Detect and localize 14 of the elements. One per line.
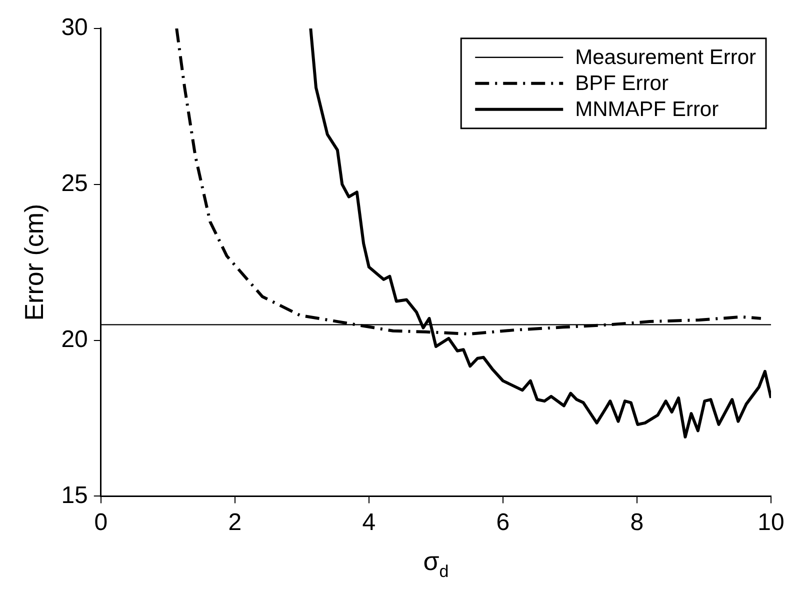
legend-label: MNMAPF Error [575,98,719,122]
legend-label: Measurement Error [575,46,756,70]
y-tick-label: 25 [61,170,88,197]
y-tick-label: 20 [61,326,88,353]
x-tick-label: 2 [228,509,242,536]
y-tick-label: 30 [61,14,88,42]
x-tick-label: 8 [630,509,644,536]
legend-label: BPF Error [575,72,668,96]
y-tick-label: 15 [61,482,88,509]
x-tick-label: 0 [94,509,108,536]
x-tick-label: 10 [758,509,784,536]
x-tick-label: 6 [496,509,510,536]
x-tick-label: 4 [362,509,376,536]
y-axis-title: Error (cm) [18,204,49,321]
